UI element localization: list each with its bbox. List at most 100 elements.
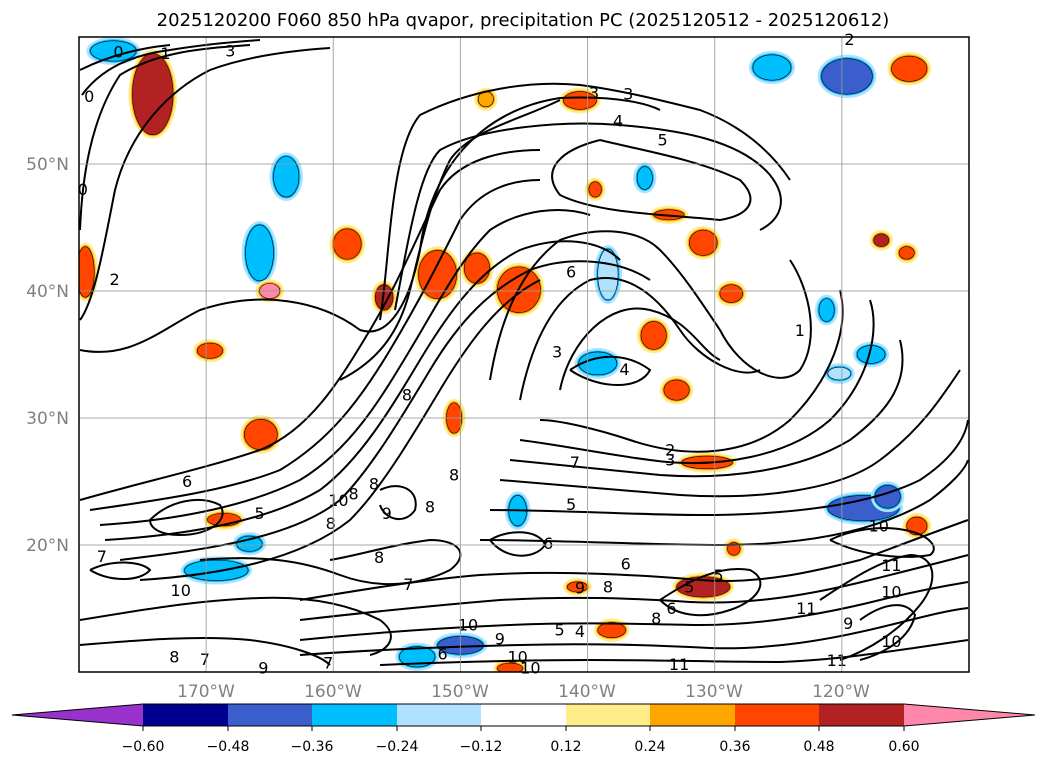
contour-line: [379, 639, 969, 666]
contour-label: 1: [160, 44, 170, 63]
contour-line: [139, 279, 541, 581]
contour-label: 10: [881, 632, 901, 651]
colorbar: −0.60 −0.48 −0.36 −0.24 −0.12 0.12 0.24 …: [11, 703, 1036, 755]
contour-label: 8: [349, 485, 359, 504]
contour-label: 4: [619, 360, 629, 379]
contour-label: 8: [449, 466, 459, 485]
contour-line: [551, 139, 752, 222]
precip-blob: [685, 226, 722, 260]
contour-label: 10: [171, 581, 191, 600]
lon-label-140w: 140°W: [558, 682, 616, 702]
contour-label: 0: [78, 180, 88, 199]
contour-label: 7: [570, 453, 580, 472]
precip-blob: [86, 37, 141, 66]
precip-blob: [633, 162, 657, 194]
contour-label: 5: [684, 577, 694, 596]
contour-label: 3: [589, 83, 599, 102]
contour-label: 8: [651, 609, 661, 628]
contour-label: 10: [507, 647, 527, 666]
lat-label-20n: 20°N: [26, 536, 69, 556]
colorbar-segment: [12, 704, 143, 726]
contour-line: [339, 99, 561, 381]
precip-blob: [79, 242, 99, 302]
contour-label: 11: [827, 651, 847, 670]
lon-label-120w: 120°W: [812, 682, 870, 702]
precip-blob: [128, 49, 178, 139]
colorbar-segment: [819, 704, 904, 726]
colorbar-segment: [650, 704, 735, 726]
contour-line: [559, 307, 721, 391]
contour-label: 8: [402, 386, 412, 405]
precip-blob: [241, 220, 278, 285]
contour-label: 9: [843, 614, 853, 633]
contour-line: [81, 39, 261, 96]
contour-label: 8: [169, 647, 179, 666]
colorbar-segments: [11, 703, 1036, 727]
contour-label: 6: [566, 262, 576, 281]
contour-label: 3: [623, 85, 633, 104]
contour-line: [79, 44, 171, 71]
gridlines: [79, 37, 969, 672]
colorbar-label-n048: −0.48: [207, 739, 250, 755]
contour-label: 7: [323, 654, 333, 673]
precip-blob: [493, 659, 527, 672]
contour-line: [479, 459, 969, 547]
precip-blob: [823, 363, 855, 384]
contour-label: 8: [374, 548, 384, 567]
lon-label-160w: 160°W: [304, 682, 362, 702]
precip-blob: [814, 294, 839, 326]
contour-label: 7: [403, 575, 413, 594]
contour-label: 9: [258, 659, 268, 678]
precip-blob: [203, 509, 245, 530]
colorbar-label-p048: 0.48: [803, 739, 834, 755]
contour-line: [89, 179, 541, 511]
contour-line: [79, 636, 331, 666]
colorbar-ticks: [142, 726, 905, 731]
colorbar-segment: [228, 704, 312, 726]
contour-line: [199, 538, 462, 585]
contour-line: [379, 485, 417, 520]
colorbar-label-p024: 0.24: [634, 739, 665, 755]
precip-blob: [723, 538, 745, 560]
contour-label: 4: [575, 622, 585, 641]
contour-label: 2: [110, 270, 120, 289]
contour-label: 7: [200, 650, 210, 669]
contour-line: [119, 260, 651, 561]
contour-label: 9: [575, 579, 585, 598]
contour-label: 10: [520, 659, 540, 678]
precip-blob: [559, 87, 601, 114]
contour-label: 6: [543, 534, 553, 553]
contour-label: 9: [382, 504, 392, 523]
contour-line: [299, 607, 969, 656]
colorbar-segment: [143, 704, 228, 726]
longitude-tick-labels: 170°W 160°W 150°W 140°W 130°W 120°W: [177, 682, 870, 702]
contour-label: 0: [113, 43, 123, 62]
precip-blob: [269, 152, 303, 202]
contour-line: [859, 604, 917, 661]
contour-label: 8: [603, 577, 613, 596]
contour-label: 0: [84, 87, 94, 106]
precip-blob: [329, 224, 366, 264]
precip-blob: [584, 177, 606, 202]
contour-line: [489, 419, 969, 517]
contour-line: [519, 299, 875, 465]
contour-label: 5: [713, 566, 723, 585]
contour-label: 3: [225, 41, 235, 60]
contour-label: 8: [369, 475, 379, 494]
contour-line: [99, 209, 591, 526]
contour-label: 5: [254, 504, 264, 523]
contour-label: 9: [495, 629, 505, 648]
contour-label: 5: [566, 495, 576, 514]
contour-label: 5: [555, 621, 565, 640]
colorbar-label-p036: 0.36: [719, 739, 750, 755]
contour-line: [79, 47, 331, 321]
lat-label-50n: 50°N: [26, 155, 69, 175]
precip-blob: [180, 556, 253, 585]
contour-label: 8: [425, 497, 435, 516]
contour-label: 6: [438, 645, 448, 664]
precip-blob: [240, 415, 282, 454]
precip-blob: [853, 341, 890, 368]
colorbar-segment: [566, 704, 650, 726]
